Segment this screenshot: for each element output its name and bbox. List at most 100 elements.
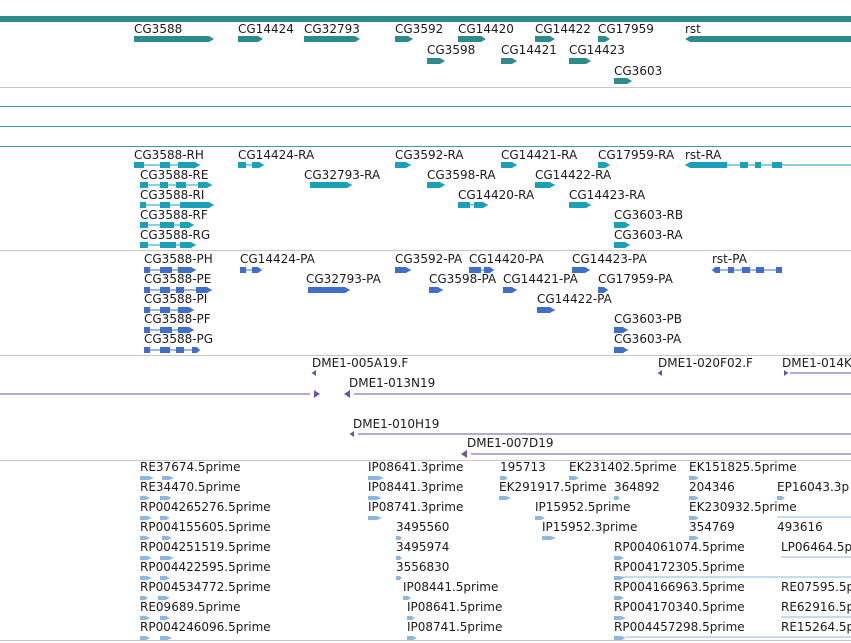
est-label-rp004155605-5prime[interactable]: RP004155605.5prime — [140, 520, 271, 534]
transcript-label-rst-ra[interactable]: rst-RA — [685, 148, 722, 162]
est-feature[interactable] — [160, 616, 170, 620]
protein-cg3588-pi-exon[interactable] — [144, 307, 150, 313]
transcript-label-cg3588-rg[interactable]: CG3588-RG — [140, 228, 211, 242]
clone-label-dme1-020f02-f[interactable]: DME1-020F02.F — [658, 356, 753, 370]
gene-label-cg17959[interactable]: CG17959 — [598, 22, 654, 36]
protein-label-cg3588-pf[interactable]: CG3588-PF — [144, 312, 211, 326]
protein-cg3588-pe-exon[interactable] — [196, 287, 212, 293]
est-feature[interactable] — [689, 476, 699, 480]
est-label-204346[interactable]: 204346 — [689, 480, 735, 494]
est-label-ip08641-5prime[interactable]: IP08641.5prime — [407, 600, 503, 614]
protein-label-cg3588-pg[interactable]: CG3588-PG — [144, 332, 214, 346]
transcript-cg3588-rh-exon[interactable] — [160, 162, 170, 168]
protein-cg3588-pg-exon[interactable] — [144, 347, 150, 353]
est-feature[interactable] — [614, 596, 624, 600]
est-label-3495560[interactable]: 3495560 — [396, 520, 450, 534]
protein-cg14422-pa-exon[interactable] — [537, 307, 555, 313]
gene-label-cg32793[interactable]: CG32793 — [304, 22, 360, 36]
protein-label-cg3603-pa[interactable]: CG3603-PA — [614, 332, 682, 346]
transcript-rst-ra-exon[interactable] — [685, 162, 727, 168]
transcript-cg14423-ra-exon[interactable] — [569, 202, 591, 208]
protein-cg14421-pa-exon[interactable] — [503, 287, 517, 293]
transcript-label-cg14422-ra[interactable]: CG14422-RA — [535, 168, 612, 182]
transcript-cg3588-re-exon[interactable] — [140, 182, 148, 188]
transcript-label-cg3592-ra[interactable]: CG3592-RA — [395, 148, 464, 162]
gene-label-rst[interactable]: rst — [685, 22, 701, 36]
protein-label-cg3592-pa[interactable]: CG3592-PA — [395, 252, 463, 266]
est-label-ip15952-3prime[interactable]: IP15952.3prime — [542, 520, 638, 534]
est-label-ek291917-5prime[interactable]: EK291917.5prime — [499, 480, 607, 494]
est-feature[interactable] — [160, 556, 174, 560]
est-feature[interactable] — [140, 596, 148, 600]
protein-rst-pa-exon[interactable] — [712, 267, 720, 273]
transcript-cg3603-ra-exon[interactable] — [614, 242, 630, 248]
est-label-493616[interactable]: 493616 — [777, 520, 823, 534]
transcript-cg3603-rb-exon[interactable] — [614, 222, 630, 228]
est-label-rp004170340-5prime[interactable]: RP004170340.5prime — [614, 600, 745, 614]
transcript-cg3588-re-exon[interactable] — [198, 182, 212, 188]
protein-label-cg14420-pa[interactable]: CG14420-PA — [469, 252, 544, 266]
protein-label-cg14424-pa[interactable]: CG14424-PA — [240, 252, 315, 266]
gene-feature-cg3603[interactable] — [614, 78, 632, 84]
est-feature[interactable] — [140, 496, 150, 500]
transcript-cg3588-re-exon[interactable] — [176, 182, 186, 188]
est-feature[interactable] — [614, 496, 620, 500]
est-label-lp06464-5p[interactable]: LP06464.5p — [781, 540, 851, 554]
transcript-cg17959-ra-exon[interactable] — [598, 162, 610, 168]
clone-left-end[interactable] — [314, 390, 320, 398]
gene-feature-rst[interactable] — [685, 36, 851, 42]
clone-label-dme1-005a19-f[interactable]: DME1-005A19.F — [312, 356, 409, 370]
transcript-label-cg3588-ri[interactable]: CG3588-RI — [140, 188, 205, 202]
protein-cg3588-pi-exon[interactable] — [160, 307, 170, 313]
gene-label-cg14421[interactable]: CG14421 — [501, 43, 557, 57]
est-label-rp004534772-5prime[interactable]: RP004534772.5prime — [140, 580, 271, 594]
est-feature[interactable] — [368, 516, 382, 520]
transcript-cg3588-rg-exon[interactable] — [160, 242, 176, 248]
est-feature[interactable] — [396, 536, 402, 540]
est-feature[interactable] — [689, 516, 699, 520]
gene-feature-cg14424[interactable] — [238, 36, 263, 42]
est-feature[interactable] — [407, 636, 417, 640]
protein-label-cg14421-pa[interactable]: CG14421-PA — [503, 272, 578, 286]
est-label-re15264-5p[interactable]: RE15264.5p — [781, 620, 851, 634]
est-feature[interactable] — [569, 476, 579, 480]
transcript-cg3588-rf-exon[interactable] — [140, 222, 148, 228]
est-label-rp004422595-5prime[interactable]: RP004422595.5prime — [140, 560, 271, 574]
transcript-label-cg3588-re[interactable]: CG3588-RE — [140, 168, 209, 182]
protein-cg3603-pa-exon[interactable] — [614, 347, 628, 353]
gene-track-header-bar[interactable] — [0, 16, 851, 22]
protein-rst-pa-exon[interactable] — [742, 267, 750, 273]
est-label-3556830[interactable]: 3556830 — [396, 560, 450, 574]
gene-label-cg14424[interactable]: CG14424 — [238, 22, 294, 36]
gene-feature-cg14422[interactable] — [535, 36, 555, 42]
clone-dme1-010h19[interactable] — [349, 431, 355, 437]
est-label-195713[interactable]: 195713 — [500, 460, 546, 474]
protein-cg14423-pa-exon[interactable] — [572, 267, 590, 273]
protein-label-cg3588-pe[interactable]: CG3588-PE — [144, 272, 212, 286]
est-feature[interactable] — [140, 636, 150, 640]
est-label-rp004265276-5prime[interactable]: RP004265276.5prime — [140, 500, 271, 514]
protein-cg3588-pf-exon[interactable] — [178, 327, 194, 333]
est-label-re62916-5p[interactable]: RE62916.5p — [781, 600, 851, 614]
protein-cg3588-pe-exon[interactable] — [160, 287, 170, 293]
est-label-rp004061074-5prime[interactable]: RP004061074.5prime — [614, 540, 745, 554]
transcript-cg3592-ra-exon[interactable] — [395, 162, 411, 168]
gene-feature-cg14420[interactable] — [458, 36, 486, 42]
est-label-re07595-5p[interactable]: RE07595.5p — [781, 580, 851, 594]
protein-cg32793-pa-exon[interactable] — [308, 287, 350, 293]
est-label-ip08741-3prime[interactable]: IP08741.3prime — [368, 500, 464, 514]
transcript-label-cg14421-ra[interactable]: CG14421-RA — [501, 148, 578, 162]
est-feature[interactable] — [535, 516, 545, 520]
transcript-label-cg14420-ra[interactable]: CG14420-RA — [458, 188, 535, 202]
est-label-ip08741-5prime[interactable]: IP08741.5prime — [407, 620, 503, 634]
est-label-354769[interactable]: 354769 — [689, 520, 735, 534]
est-feature[interactable] — [689, 496, 699, 500]
protein-label-rst-pa[interactable]: rst-PA — [712, 252, 747, 266]
protein-cg3588-pf-exon[interactable] — [160, 327, 172, 333]
protein-cg3588-ph-exon[interactable] — [178, 267, 196, 273]
est-feature[interactable] — [614, 636, 626, 640]
est-feature[interactable] — [368, 496, 382, 500]
protein-rst-pa-exon[interactable] — [776, 267, 782, 273]
est-label-3495974[interactable]: 3495974 — [396, 540, 450, 554]
est-feature[interactable] — [614, 616, 626, 620]
